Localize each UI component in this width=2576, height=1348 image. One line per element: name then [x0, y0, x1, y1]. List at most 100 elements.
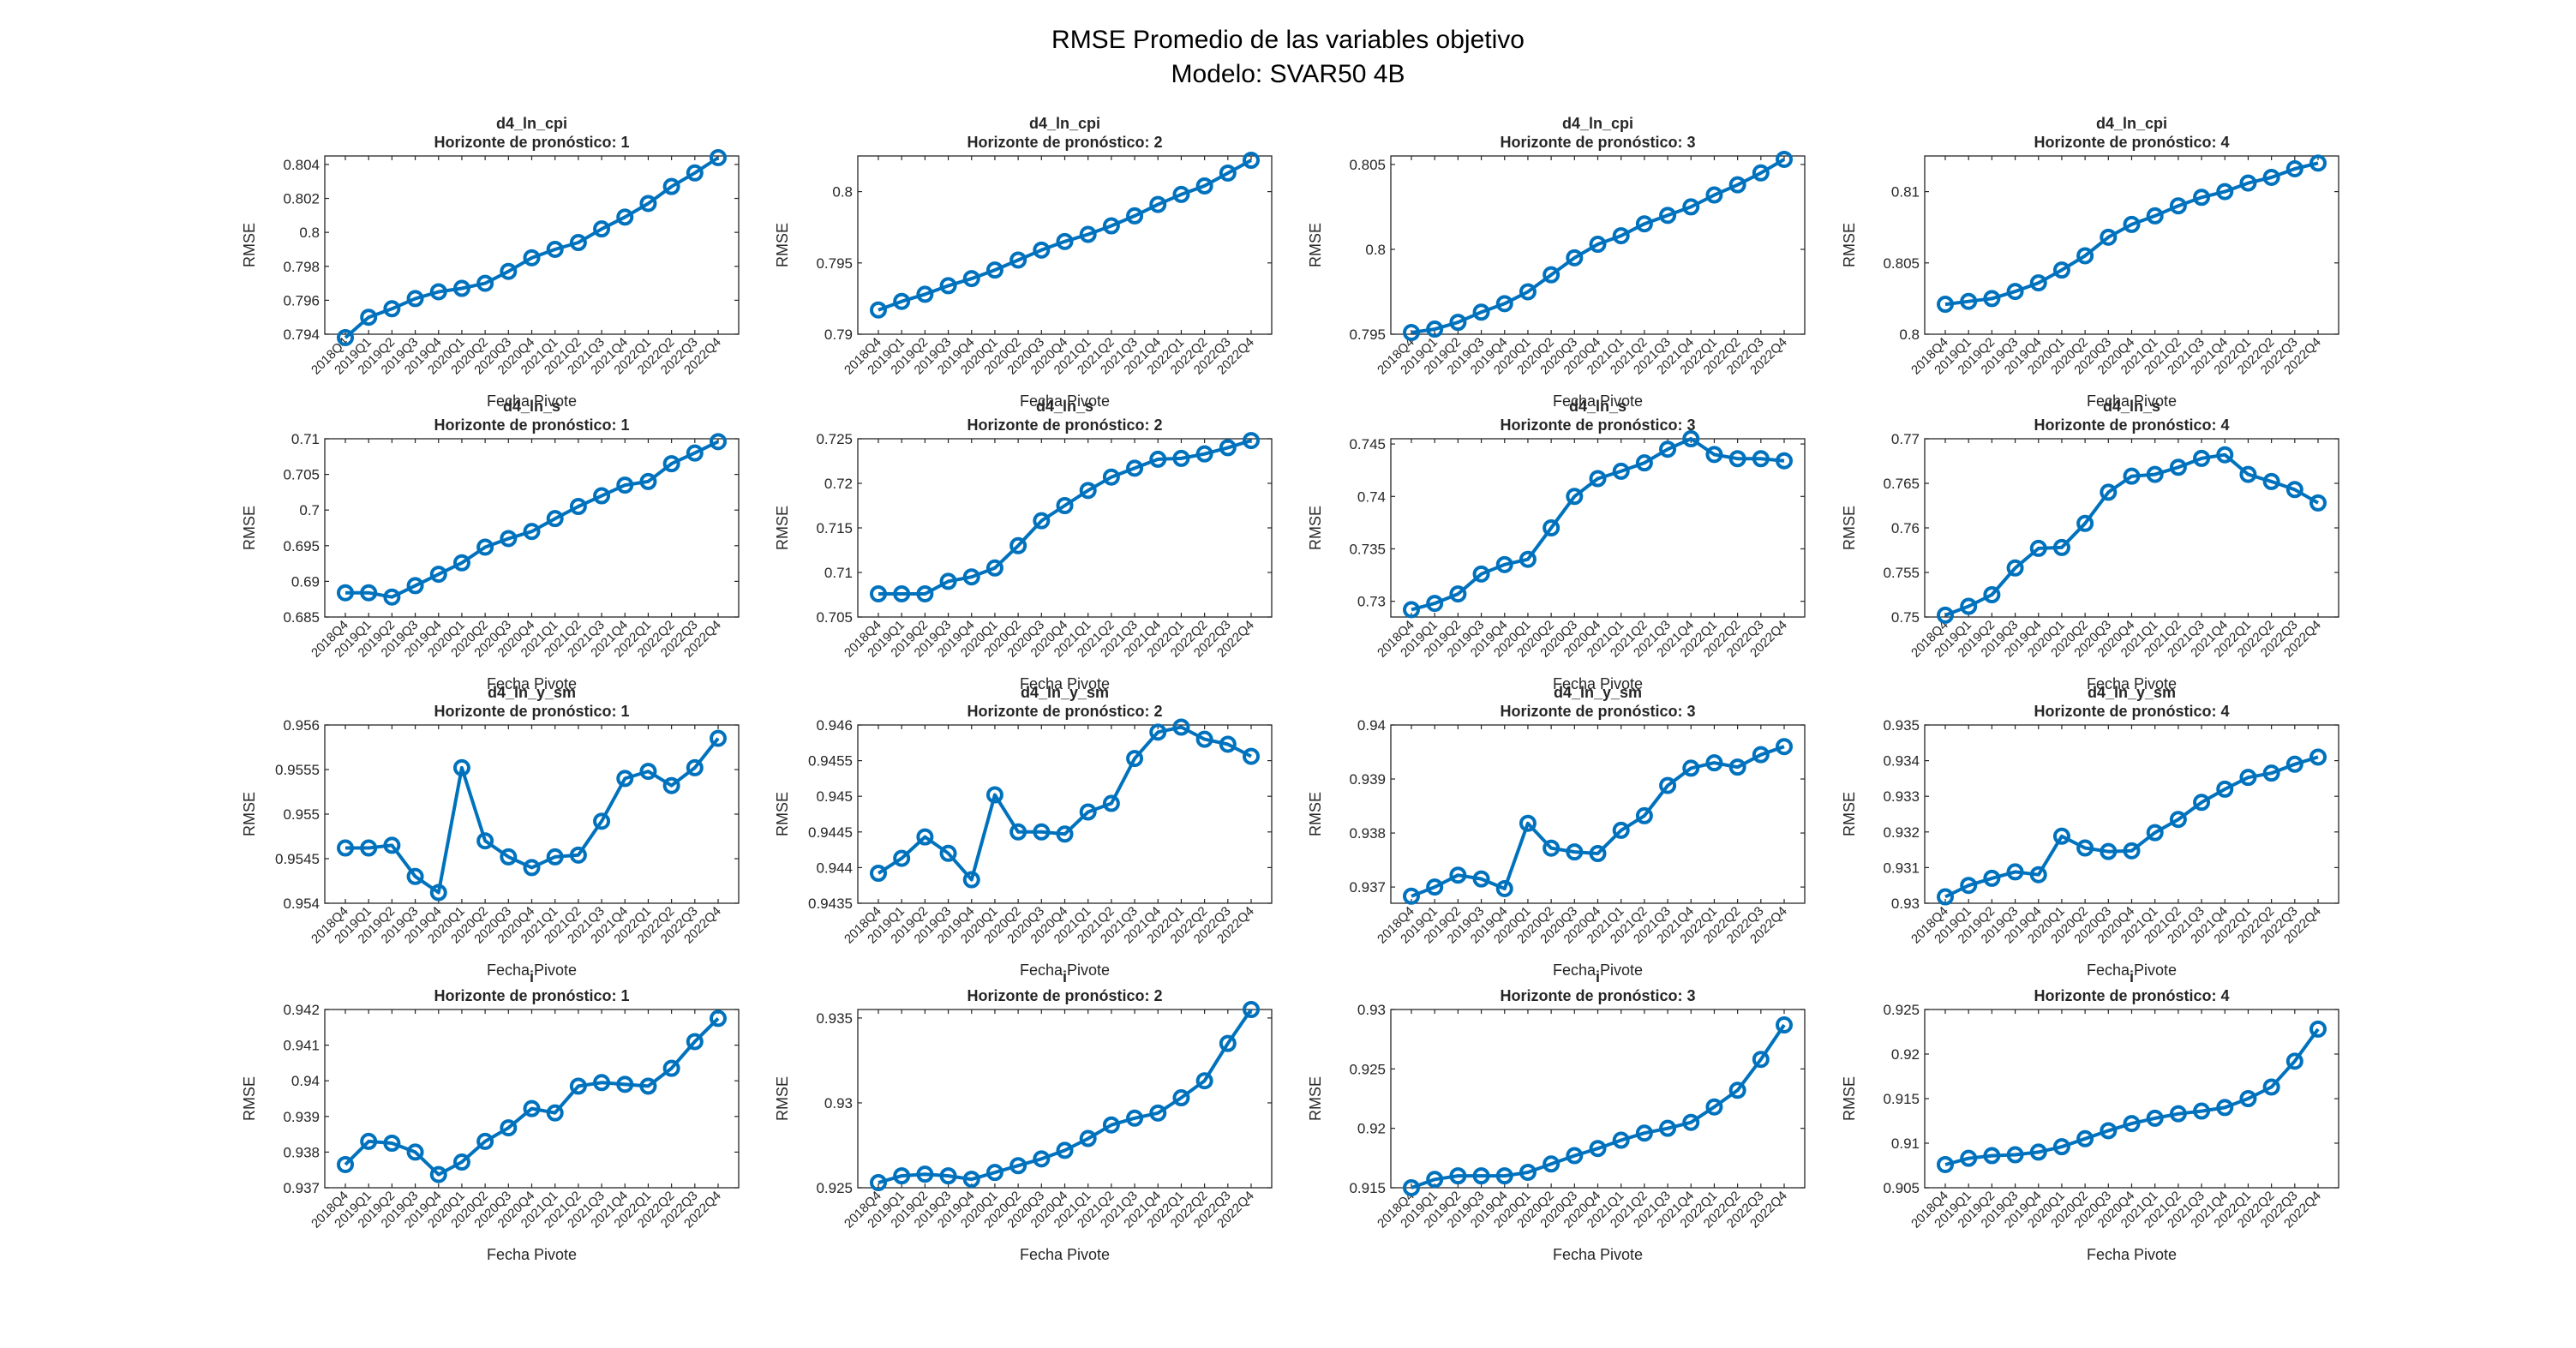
subplot-subtitle: Horizonte de pronóstico: 1 [434, 703, 629, 720]
data-point [1566, 1147, 1584, 1165]
data-point [2052, 1138, 2070, 1156]
data-point [1195, 1072, 1213, 1090]
data-point [1937, 606, 1954, 624]
subplot-subtitle: Horizonte de pronóstico: 2 [967, 703, 1162, 720]
data-point [360, 309, 378, 327]
data-point [1195, 445, 1213, 463]
x-axis-label: Fecha Pivote [1020, 392, 1110, 410]
data-point [406, 290, 424, 308]
subplot-subtitle: Horizonte de pronóstico: 2 [967, 134, 1162, 151]
y-tick-label: 0.92 [1357, 1121, 1386, 1137]
data-point [1149, 723, 1167, 741]
data-point [1403, 887, 1420, 905]
y-tick-label: 0.79 [824, 327, 853, 343]
y-axis-label: RMSE [1841, 223, 1858, 267]
data-point [1195, 730, 1213, 748]
data-point [2123, 215, 2141, 233]
x-axis-label: Fecha Pivote [1553, 675, 1643, 692]
x-axis-label: Fecha Pivote [1020, 1246, 1110, 1263]
data-point [1403, 324, 1420, 342]
data-point [1612, 1131, 1630, 1149]
data-point [1219, 735, 1237, 753]
data-point [476, 274, 494, 292]
data-point [1243, 747, 1260, 765]
subplot-title: d4_ln_s [2103, 398, 2160, 415]
y-tick-label: 0.8 [299, 225, 320, 241]
y-tick-label: 0.941 [283, 1038, 320, 1054]
subplot-3: d4_ln_cpi Horizonte de pronóstico: 3 0.795… [1307, 115, 1806, 410]
y-tick-label: 0.935 [1883, 717, 1920, 734]
data-point [546, 1104, 564, 1122]
subplot-title: d4_ln_cpi [1562, 115, 1633, 132]
subplot-4: d4_ln_cpi Horizonte de pronóstico: 4 0.8 0.… [1841, 115, 2339, 410]
y-tick-label: 0.755 [1883, 565, 1920, 581]
axes-box [857, 1009, 1273, 1189]
data-point [1079, 482, 1097, 500]
data-point [1682, 430, 1700, 447]
axes-box [1390, 1009, 1806, 1189]
y-tick-label: 0.946 [816, 717, 853, 734]
data-point [1705, 1098, 1723, 1116]
data-point [1126, 750, 1144, 768]
data-point [1219, 439, 1237, 457]
subplot-subtitle: Horizonte de pronóstico: 3 [1500, 416, 1695, 434]
data-point [1079, 1129, 1097, 1147]
y-tick-label: 0.795 [1349, 327, 1386, 343]
y-tick-label: 0.804 [283, 157, 320, 173]
data-point [546, 848, 564, 866]
subplot-9: d4_ln_y_sm Horizonte de pronóstico: 1 0.95… [241, 684, 740, 979]
data-point [1983, 869, 2001, 887]
data-point [1472, 870, 1490, 888]
y-tick-label: 0.795 [816, 255, 853, 272]
data-point [2146, 465, 2164, 483]
x-axis-label: Fecha Pivote [1553, 392, 1643, 410]
y-tick-label: 0.935 [816, 1010, 853, 1027]
data-point [360, 839, 378, 857]
y-tick-label: 0.81 [1891, 184, 1920, 201]
data-point [1776, 452, 1793, 470]
data-point [2309, 494, 2327, 512]
data-point [2216, 446, 2234, 464]
y-tick-label: 0.94 [291, 1073, 320, 1089]
data-point [1126, 459, 1144, 477]
y-tick-label: 0.735 [1349, 541, 1386, 557]
data-point [1056, 497, 1074, 514]
subplot-title: d4_ln_s [1036, 398, 1093, 415]
data-point [383, 588, 401, 606]
y-tick-label: 0.945 [816, 788, 853, 805]
data-point [1635, 215, 1653, 233]
x-axis-label: Fecha Pivote [1020, 962, 1110, 979]
data-point [2285, 481, 2303, 499]
data-point [893, 1167, 911, 1185]
y-tick-label: 0.705 [283, 467, 320, 483]
data-point [2262, 168, 2280, 186]
data-point [2076, 839, 2094, 857]
data-point [1449, 314, 1467, 332]
data-point [337, 584, 354, 602]
data-point [383, 300, 401, 318]
data-point [429, 566, 447, 584]
data-point [452, 554, 470, 572]
data-point [452, 758, 470, 776]
data-point [406, 577, 424, 595]
y-tick-label: 0.794 [283, 327, 320, 343]
subplot-subtitle: Horizonte de pronóstico: 4 [2034, 987, 2229, 1004]
data-point [2239, 465, 2257, 483]
data-point [1243, 1001, 1260, 1018]
data-point [1033, 823, 1051, 841]
data-point [1009, 536, 1027, 554]
y-tick-label: 0.802 [283, 191, 320, 207]
y-tick-label: 0.93 [1357, 1002, 1386, 1018]
data-point [523, 249, 541, 267]
data-point [2076, 1129, 2094, 1147]
subplot-title: i [1596, 968, 1600, 986]
data-point [1426, 595, 1444, 613]
data-point [523, 1099, 541, 1117]
data-point [2100, 842, 2118, 860]
data-point [2193, 1102, 2211, 1120]
data-point [1589, 1140, 1607, 1158]
data-point [546, 510, 564, 528]
data-point [1682, 1113, 1700, 1131]
